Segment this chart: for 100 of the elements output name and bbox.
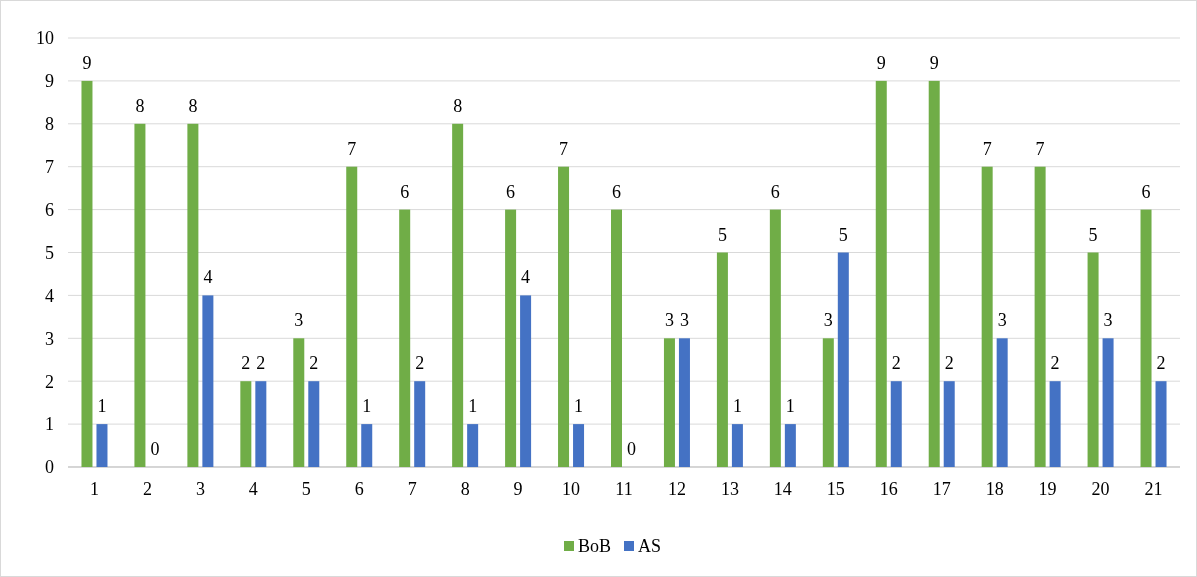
data-label: 1 bbox=[732, 396, 742, 417]
data-label: 7 bbox=[347, 138, 357, 159]
data-label: 2 bbox=[309, 353, 319, 374]
data-label: 6 bbox=[506, 181, 516, 202]
data-label: 3 bbox=[664, 310, 674, 331]
x-tick-label: 10 bbox=[562, 479, 581, 499]
x-tick-label: 18 bbox=[985, 479, 1004, 499]
x-tick-label: 7 bbox=[407, 479, 417, 499]
bar bbox=[1140, 209, 1152, 467]
data-label: 2 bbox=[1156, 353, 1166, 374]
data-label: 1 bbox=[468, 396, 478, 417]
bar bbox=[837, 252, 849, 467]
x-tick-label: 6 bbox=[354, 479, 364, 499]
data-label: 6 bbox=[612, 181, 621, 202]
bar bbox=[558, 166, 570, 467]
bar bbox=[202, 295, 214, 467]
y-tick-label: 3 bbox=[45, 328, 54, 349]
data-label: 9 bbox=[82, 52, 92, 73]
data-label: 0 bbox=[627, 439, 636, 459]
bar bbox=[716, 252, 728, 467]
bar bbox=[520, 295, 532, 467]
data-label: 3 bbox=[294, 310, 304, 331]
bar bbox=[505, 209, 517, 467]
data-label: 4 bbox=[203, 267, 213, 288]
legend-label: BoB bbox=[578, 536, 612, 557]
data-label: 2 bbox=[241, 353, 251, 374]
bar bbox=[678, 338, 690, 467]
x-tick-label: 9 bbox=[513, 479, 523, 499]
y-tick-label: 8 bbox=[45, 114, 54, 135]
data-label: 3 bbox=[997, 310, 1007, 331]
bar bbox=[255, 381, 267, 467]
bar bbox=[573, 424, 585, 467]
x-tick-label: 19 bbox=[1038, 479, 1057, 499]
data-label: 6 bbox=[1141, 181, 1151, 202]
bar bbox=[240, 381, 252, 467]
bar bbox=[1087, 252, 1099, 467]
x-tick-label: 15 bbox=[826, 479, 845, 499]
bar bbox=[1155, 381, 1167, 467]
bar bbox=[981, 166, 993, 467]
x-tick-label: 16 bbox=[879, 479, 898, 499]
x-tick-label: 4 bbox=[248, 479, 258, 499]
bar bbox=[467, 424, 479, 467]
data-label: 5 bbox=[838, 224, 848, 245]
y-tick-label: 4 bbox=[45, 285, 54, 306]
bar bbox=[731, 424, 743, 467]
data-label: 8 bbox=[135, 95, 145, 116]
bar bbox=[293, 338, 305, 467]
bar bbox=[943, 381, 955, 467]
data-label: 2 bbox=[1050, 353, 1060, 374]
data-label: 1 bbox=[785, 396, 795, 417]
data-label: 3 bbox=[679, 310, 689, 331]
x-tick-label: 5 bbox=[301, 479, 311, 499]
data-label: 8 bbox=[188, 95, 198, 116]
x-tick-label: 1 bbox=[89, 479, 99, 499]
data-label: 6 bbox=[770, 181, 780, 202]
bar bbox=[452, 123, 464, 467]
bar bbox=[361, 424, 373, 467]
y-tick-label: 0 bbox=[45, 457, 54, 478]
bar bbox=[769, 209, 781, 467]
data-label: 9 bbox=[876, 52, 886, 73]
bar bbox=[611, 209, 622, 467]
x-tick-label: 20 bbox=[1091, 479, 1110, 499]
data-label: 2 bbox=[891, 353, 901, 374]
data-label: 1 bbox=[362, 396, 372, 417]
bar bbox=[187, 123, 199, 467]
bar bbox=[399, 209, 411, 467]
bar bbox=[663, 338, 675, 467]
bar bbox=[346, 166, 358, 467]
x-tick-label: 12 bbox=[667, 479, 686, 499]
y-tick-label: 1 bbox=[45, 414, 54, 435]
data-label: 2 bbox=[944, 353, 954, 374]
x-tick-label: 21 bbox=[1144, 479, 1163, 499]
bar bbox=[928, 80, 940, 467]
bar bbox=[134, 123, 146, 467]
data-label: 2 bbox=[415, 353, 425, 374]
legend-label: AS bbox=[638, 536, 662, 557]
bar bbox=[414, 381, 426, 467]
data-label: 7 bbox=[1035, 138, 1045, 159]
bar bbox=[996, 338, 1008, 467]
data-label: 8 bbox=[453, 95, 463, 116]
y-tick-label: 10 bbox=[36, 28, 54, 49]
y-tick-label: 5 bbox=[45, 242, 54, 263]
data-label: 1 bbox=[97, 396, 107, 417]
bar bbox=[1102, 338, 1114, 467]
data-label: 3 bbox=[823, 310, 833, 331]
bar bbox=[822, 338, 834, 467]
data-label: 9 bbox=[929, 52, 939, 73]
y-tick-label: 6 bbox=[45, 199, 54, 220]
data-label: 0 bbox=[150, 439, 160, 459]
data-label: 4 bbox=[521, 267, 531, 288]
bar bbox=[890, 381, 902, 467]
x-tick-label: 2 bbox=[142, 479, 152, 499]
x-tick-label: 13 bbox=[720, 479, 739, 499]
data-label: 3 bbox=[1103, 310, 1113, 331]
y-tick-label: 7 bbox=[45, 157, 54, 177]
x-tick-label: 14 bbox=[773, 479, 792, 499]
data-label: 5 bbox=[717, 224, 727, 245]
data-label: 7 bbox=[982, 138, 992, 159]
x-tick-label: 11 bbox=[615, 479, 633, 499]
bar bbox=[1049, 381, 1061, 467]
